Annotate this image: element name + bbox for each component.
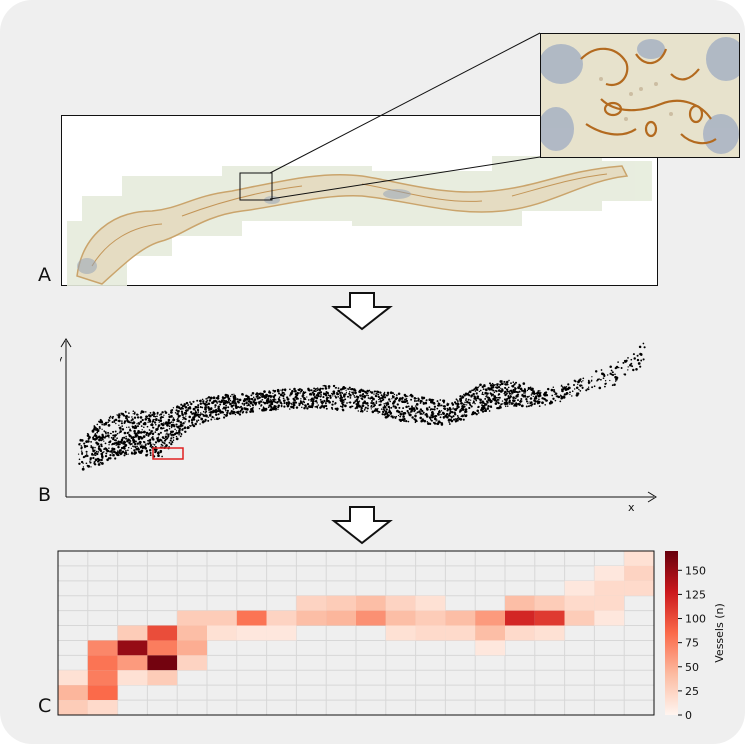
heatmap-cell [356, 610, 386, 626]
heatmap-cell [475, 640, 505, 656]
y-axis-label: y [60, 353, 63, 366]
heatmap-cell [296, 610, 327, 626]
heatmap-cell [534, 625, 565, 641]
zoom-region-box [239, 172, 273, 201]
highlight-region-box [152, 447, 184, 460]
heatmap-cell [117, 670, 148, 686]
heatmap-cell [385, 625, 416, 641]
colorbar-tick-label: 50 [685, 661, 699, 674]
heatmap-cell [207, 625, 237, 641]
heatmap-cell [266, 610, 297, 626]
heatmap-svg: 0 25 50 75 100 125 150 Vessels (n) [57, 550, 726, 722]
colorbar-ticks: 0 25 50 75 100 125 150 [678, 564, 706, 722]
down-arrow-icon [331, 506, 393, 545]
vessel-coordinates-plot: x y [56, 337, 660, 514]
colorbar-label: Vessels (n) [713, 603, 726, 663]
magnified-tissue-image [541, 34, 739, 157]
panel-b-label: B [38, 484, 52, 506]
heatmap-cell [505, 595, 535, 611]
heatmap-cell [415, 625, 446, 641]
heatmap-cell [117, 625, 148, 641]
heatmap-cell [475, 610, 505, 626]
heatmap-cell [236, 610, 267, 626]
vessel-points [77, 342, 646, 471]
heatmap-cell [58, 685, 88, 701]
heatmap-cell [564, 580, 595, 596]
heatmap-cell [385, 595, 416, 611]
colorbar-tick-label: 100 [685, 613, 706, 626]
y-axis-arrow-icon [60, 338, 72, 348]
heatmap-cell [505, 610, 535, 626]
heatmap-cell [87, 700, 118, 715]
heatmap-cell [147, 625, 178, 641]
magnified-inset [540, 33, 740, 158]
heatmap-cell [207, 610, 237, 626]
heatmap-cell [177, 625, 207, 641]
heatmap-cell [177, 640, 207, 656]
heatmap-cell [87, 640, 118, 656]
heatmap-cell [534, 595, 565, 611]
heatmap-cell [534, 610, 565, 626]
colorbar [665, 551, 678, 715]
heatmap-cell [594, 580, 625, 596]
heatmap-cell [147, 670, 178, 686]
heatmap-cells [58, 551, 654, 715]
heatmap-cell [445, 625, 476, 641]
heatmap-cell [594, 565, 625, 581]
x-axis-arrow-icon [647, 491, 657, 503]
heatmap-cell [385, 610, 416, 626]
heatmap-cell [236, 625, 267, 641]
vessel-density-heatmap: 0 25 50 75 100 125 150 Vessels (n) [28, 546, 728, 726]
heatmap-cell [87, 670, 118, 686]
heatmap-cell [475, 625, 505, 641]
heatmap-cell [445, 610, 476, 626]
heatmap-cell [58, 670, 88, 686]
heatmap-cell [356, 595, 386, 611]
x-axis-label: x [628, 501, 635, 513]
heatmap-cell [326, 610, 356, 626]
down-arrow-icon [331, 292, 393, 331]
panel-a-label: A [38, 264, 51, 286]
colorbar-tick-label: 0 [685, 709, 692, 722]
heatmap-cell [147, 640, 178, 656]
colorbar-tick-label: 75 [685, 637, 699, 650]
tissue-section-image [67, 156, 652, 286]
heatmap-frame [57, 550, 655, 716]
colorbar-tick-label: 150 [685, 564, 706, 577]
heatmap-cell [58, 700, 88, 715]
heatmap-cell [594, 595, 625, 611]
heatmap-cell [117, 655, 148, 671]
heatmap-cell [564, 595, 595, 611]
heatmap-cell [266, 625, 297, 641]
heatmap-grid [58, 551, 654, 715]
colorbar-tick-label: 125 [685, 588, 706, 601]
heatmap-cell [415, 610, 446, 626]
colorbar-tick-label: 25 [685, 685, 699, 698]
heatmap-cell [564, 610, 595, 626]
heatmap-cell [87, 655, 118, 671]
heatmap-cell [177, 655, 207, 671]
heatmap-cell [177, 610, 207, 626]
heatmap-cell [296, 595, 327, 611]
panel-c-label: C [38, 695, 52, 717]
heatmap-cell [326, 595, 356, 611]
heatmap-cell [117, 640, 148, 656]
heatmap-cell [87, 685, 118, 701]
heatmap-cell [594, 610, 625, 626]
heatmap-cell [147, 655, 178, 671]
heatmap-cell [415, 595, 446, 611]
heatmap-cell [624, 580, 654, 596]
heatmap-cell [505, 625, 535, 641]
vessel-scatter-svg: x y [56, 338, 657, 514]
heatmap-cell [624, 551, 654, 566]
heatmap-cell [624, 565, 654, 581]
